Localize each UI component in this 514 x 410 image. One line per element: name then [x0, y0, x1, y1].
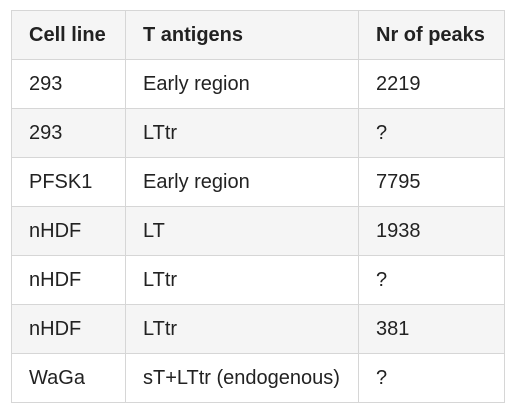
table-header: Cell line T antigens Nr of peaks: [11, 10, 505, 60]
cell-line-cell: nHDF: [11, 304, 126, 354]
column-header-cell-line: Cell line: [11, 10, 126, 60]
table-row: 293 Early region 2219: [11, 59, 505, 109]
t-antigens-cell: Early region: [125, 59, 359, 109]
nr-of-peaks-cell: 1938: [358, 206, 505, 256]
table-row: nHDF LTtr 381: [11, 304, 505, 354]
cell-line-cell: 293: [11, 108, 126, 158]
table-body: 293 Early region 2219 293 LTtr ? PFSK1 E…: [11, 59, 505, 403]
table-row: nHDF LTtr ?: [11, 255, 505, 305]
cell-line-cell: nHDF: [11, 255, 126, 305]
table-row: 293 LTtr ?: [11, 108, 505, 158]
table-container: Cell line T antigens Nr of peaks 293 Ear…: [11, 10, 505, 403]
t-antigens-cell: LT: [125, 206, 359, 256]
table-row: WaGa sT+LTtr (endogenous) ?: [11, 353, 505, 403]
nr-of-peaks-cell: ?: [358, 108, 505, 158]
nr-of-peaks-cell: 2219: [358, 59, 505, 109]
nr-of-peaks-cell: ?: [358, 353, 505, 403]
cell-line-cell: WaGa: [11, 353, 126, 403]
t-antigens-cell: LTtr: [125, 255, 359, 305]
nr-of-peaks-cell: 7795: [358, 157, 505, 207]
t-antigens-cell: LTtr: [125, 304, 359, 354]
t-antigens-cell: sT+LTtr (endogenous): [125, 353, 359, 403]
cell-line-cell: nHDF: [11, 206, 126, 256]
nr-of-peaks-cell: 381: [358, 304, 505, 354]
table-row: PFSK1 Early region 7795: [11, 157, 505, 207]
table-row: nHDF LT 1938: [11, 206, 505, 256]
column-header-t-antigens: T antigens: [125, 10, 359, 60]
t-antigens-cell: LTtr: [125, 108, 359, 158]
cell-line-cell: PFSK1: [11, 157, 126, 207]
nr-of-peaks-cell: ?: [358, 255, 505, 305]
column-header-nr-of-peaks: Nr of peaks: [358, 10, 505, 60]
header-row: Cell line T antigens Nr of peaks: [11, 10, 505, 60]
t-antigens-cell: Early region: [125, 157, 359, 207]
data-table: Cell line T antigens Nr of peaks 293 Ear…: [11, 10, 505, 403]
cell-line-cell: 293: [11, 59, 126, 109]
